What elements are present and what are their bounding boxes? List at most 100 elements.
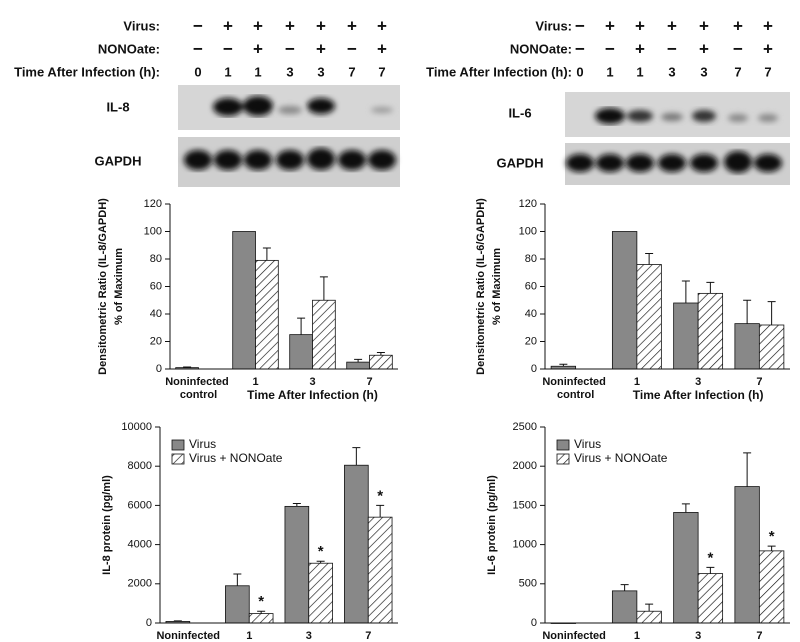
row-item: + — [223, 16, 233, 35]
significance: * — [769, 528, 775, 545]
bar — [369, 354, 393, 370]
bar — [758, 324, 785, 370]
significance: * — [258, 593, 264, 610]
row-label: Time After Infection (h): — [426, 64, 572, 79]
row-item: − — [733, 39, 743, 58]
x-tick-label: 7 — [365, 630, 371, 642]
bar — [636, 264, 662, 370]
row-item: − — [193, 16, 203, 35]
y-tick-label: 120 — [519, 198, 537, 210]
row-item: + — [253, 16, 263, 35]
row-item: 7 — [348, 64, 355, 79]
y-axis-label: % of Maximum — [113, 248, 125, 325]
row-item: 0 — [576, 64, 583, 79]
error-bar — [767, 301, 776, 325]
bar — [225, 585, 250, 624]
error-bar — [743, 299, 752, 324]
x-tick-label: 3 — [306, 630, 312, 642]
significance: * — [318, 543, 324, 560]
legend-label: Virus + NONOate — [189, 451, 283, 465]
error-bar — [292, 502, 301, 507]
y-tick-label: 0 — [531, 363, 537, 375]
row-item: − — [285, 39, 295, 58]
row-item: + — [733, 16, 743, 35]
row-item: 0 — [194, 64, 201, 79]
y-tick-label: 80 — [150, 253, 162, 265]
y-tick-label: 120 — [144, 198, 162, 210]
x-tick-label: Noninfected control — [542, 376, 609, 401]
band-label: IL-8 — [106, 99, 129, 114]
x-tick-label: 7 — [756, 376, 762, 388]
row-item: + — [699, 39, 709, 58]
error-bar — [233, 573, 242, 586]
y-tick-label: 2000 — [128, 578, 152, 590]
x-tick-label: 3 — [695, 630, 701, 642]
error-bar — [173, 620, 182, 622]
bar — [255, 259, 279, 370]
y-tick-label: 40 — [150, 308, 162, 320]
significance: * — [377, 487, 383, 504]
y-tick-label: 60 — [525, 280, 537, 292]
row-item: 1 — [606, 64, 613, 79]
bar — [232, 231, 256, 370]
bar — [758, 550, 785, 624]
x-axis-label: Time After Infection (h) — [247, 388, 378, 402]
bar — [611, 231, 638, 370]
x-tick-label: 1 — [634, 630, 640, 642]
row-item: 3 — [668, 64, 675, 79]
bar — [734, 323, 760, 370]
y-tick-label: 0 — [156, 363, 162, 375]
row-item: 1 — [224, 64, 231, 79]
x-tick-label: 1 — [252, 376, 258, 388]
x-tick-label: 3 — [695, 376, 701, 388]
legend-swatch — [556, 439, 570, 451]
x-tick-label: 7 — [366, 376, 372, 388]
bar — [344, 464, 369, 624]
error-bar — [316, 560, 325, 564]
row-item: − — [223, 39, 233, 58]
error-bar — [262, 247, 271, 261]
row-item: 7 — [764, 64, 771, 79]
x-tick-label: 3 — [309, 376, 315, 388]
y-tick-label: 2500 — [513, 421, 537, 433]
y-tick-label: 500 — [519, 578, 537, 590]
error-bar — [257, 610, 266, 614]
error-bar — [354, 358, 363, 363]
legend-swatch — [171, 453, 185, 465]
bar — [346, 361, 370, 370]
row-item: − — [347, 39, 357, 58]
x-tick-label: Noninfected control — [165, 376, 232, 401]
y-tick-label: 20 — [525, 335, 537, 347]
x-tick-label: 1 — [634, 376, 640, 388]
x-tick-label: 1 — [246, 630, 252, 642]
row-item: + — [635, 39, 645, 58]
row-item: − — [193, 39, 203, 58]
x-tick-label: Noninfected control — [156, 630, 223, 642]
bar — [308, 562, 333, 624]
row-item: − — [575, 16, 585, 35]
x-tick-label: 7 — [756, 630, 762, 642]
error-bar — [376, 504, 385, 518]
bar — [673, 512, 699, 624]
legend-swatch — [556, 453, 570, 465]
row-item: + — [316, 16, 326, 35]
y-axis-label: IL-6 protein (pg/ml) — [486, 475, 498, 575]
y-tick-label: 40 — [525, 308, 537, 320]
error-bar — [681, 503, 690, 513]
error-bar — [767, 545, 776, 551]
y-tick-label: 6000 — [128, 499, 152, 511]
bar — [636, 610, 662, 624]
error-bar — [376, 352, 385, 356]
y-axis-label: Densitometric Ratio (IL-6/GAPDH) — [475, 198, 487, 375]
error-bar — [743, 452, 752, 487]
y-axis-label: % of Maximum — [491, 248, 503, 325]
y-tick-label: 80 — [525, 253, 537, 265]
row-item: + — [699, 16, 709, 35]
bar — [611, 590, 638, 624]
row-item: 1 — [636, 64, 643, 79]
y-tick-label: 0 — [146, 617, 152, 629]
row-item: + — [763, 39, 773, 58]
row-item: 7 — [734, 64, 741, 79]
significance: * — [707, 549, 713, 566]
